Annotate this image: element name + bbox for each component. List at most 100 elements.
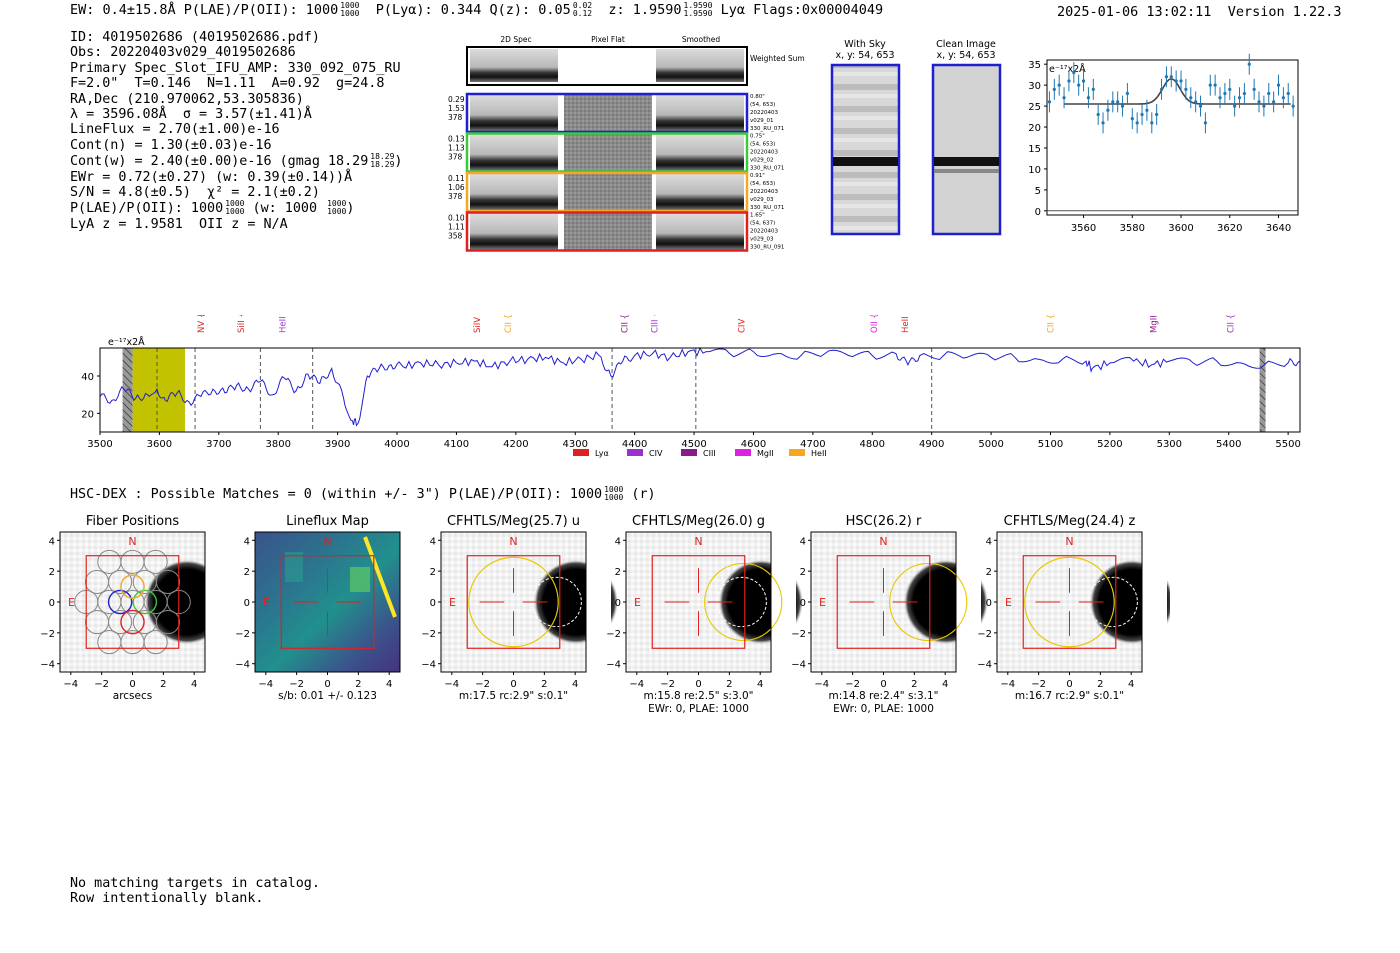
frac-bot: 18.29 <box>370 160 395 170</box>
x-tick-label: 5100 <box>1038 439 1063 450</box>
version-text: Version 1.22.3 <box>1227 4 1342 20</box>
data-point <box>1257 100 1261 104</box>
aperture-circle <box>704 562 783 642</box>
data-point <box>1169 75 1173 79</box>
y-tick-label: 0 <box>615 598 621 609</box>
info-lambda: λ = 3596.08Å σ = 3.57(±1.41)Å <box>70 107 312 123</box>
x-tick-label: 4300 <box>563 439 588 450</box>
info-z: LyA z = 1.9581 OII z = N/A <box>70 216 288 232</box>
panel-clip <box>205 532 230 672</box>
y-tick-label: −2 <box>606 629 621 640</box>
fit-curve <box>1064 78 1291 105</box>
cutout-right-label: 330_RU_071 <box>750 166 784 172</box>
panel-caption-2: EWr: 0, PLAE: 1000 <box>833 703 934 715</box>
emission-line-label: MgII { <box>1149 315 1159 333</box>
y-tick-label: 20 <box>1028 123 1041 134</box>
y-tick-label: 0 <box>49 598 55 609</box>
panel-title: CFHTLS/Meg(25.7) u <box>447 514 580 529</box>
data-point <box>1213 83 1217 87</box>
x-tick-label: −2 <box>1031 679 1046 690</box>
panel-title: CFHTLS/Meg(24.4) z <box>1004 514 1136 529</box>
cutout-right-label: 20220403 <box>750 189 778 195</box>
fiber-circle <box>143 630 168 655</box>
x-tick-label: 4000 <box>384 439 409 450</box>
x-tick-label: 4100 <box>444 439 469 450</box>
fiber-circle <box>143 549 168 574</box>
x-tick-label: −2 <box>94 679 109 690</box>
full-spectrum: 3500 3600 3700 3800 3900 4000 4100 4200 4300 4400… <box>81 315 1301 450</box>
cutout-smoothed <box>656 174 744 210</box>
col-title-smoothed: Smoothed <box>682 35 721 44</box>
fiber-circle <box>155 609 181 635</box>
x-tick-label: 5400 <box>1216 439 1241 450</box>
x-tick-label: 2 <box>160 679 166 690</box>
x-tick-label: 4 <box>572 679 578 690</box>
aperture-circle <box>468 556 559 648</box>
info-sn: S/N = 4.8(±0.5) χ² = 2.1(±0.2) <box>70 185 320 201</box>
data-point <box>1242 91 1246 96</box>
x-tick-label: 2 <box>541 679 547 690</box>
east-label: E <box>1005 596 1012 609</box>
weighted-sum-label: Weighted Sum <box>750 54 805 63</box>
x-tick-label: 5200 <box>1097 439 1122 450</box>
hsc-dex-summary: HSC-DEX : Possible Matches = 0 (within +… <box>70 486 656 503</box>
data-point <box>1150 121 1154 125</box>
cutout-right-label: 330_RU_071 <box>750 205 784 211</box>
legend-swatch <box>789 449 805 456</box>
legend-swatch <box>627 449 643 456</box>
header-flags: Lyα Flags:0x00004049 <box>720 2 884 18</box>
data-point <box>1077 83 1081 87</box>
x-tick-label: 0 <box>129 679 135 690</box>
cutout-right-label: (54, 653) <box>750 181 775 187</box>
weighted-sum-row: Weighted Sum <box>466 46 805 86</box>
x-tick-label: −4 <box>814 679 829 690</box>
image-panel: Lineflux Map N E 4 2 0 −2 −4 −4 −2 0 2 4 s/b: 0.01 +/… <box>235 514 401 702</box>
y-tick-label: 0 <box>1035 207 1041 218</box>
x-tick-label: 0 <box>1066 679 1072 690</box>
x-tick-label: 5500 <box>1275 439 1300 450</box>
search-box <box>1022 555 1117 649</box>
cutout-smoothed <box>656 213 744 250</box>
x-tick-label: 2 <box>1097 679 1103 690</box>
x-tick-label: −2 <box>289 679 304 690</box>
zoom-unit-label: e⁻¹⁷x2Å <box>1049 63 1086 75</box>
x-tick-label: −4 <box>63 679 78 690</box>
cutout-right-label: 0.91" <box>750 173 765 179</box>
cutout-pixelflat <box>564 213 652 250</box>
data-point <box>1291 104 1295 108</box>
search-box <box>651 555 746 649</box>
header-z-fraction: 1.9590 1.9590 <box>684 2 713 18</box>
col-title-pixelflat: Pixel Flat <box>591 35 625 44</box>
data-point <box>1145 108 1149 112</box>
spectrum-content: 3500 3600 3700 3800 3900 4000 4100 4200 4300 4400… <box>81 315 1301 450</box>
with-sky-trace <box>833 157 898 166</box>
cutout-2d <box>470 95 558 131</box>
frac-bot: 1000 <box>340 9 360 18</box>
y-tick-label: −4 <box>40 660 55 671</box>
lineflux-blob <box>285 552 303 582</box>
y-tick-label: 4 <box>800 536 806 547</box>
cutout-left-label: 0.13 <box>448 135 465 144</box>
fiber-images: With Sky x, y: 54, 653 Clean Image x, y:… <box>830 39 1002 236</box>
east-label: E <box>449 596 456 609</box>
panel-title: HSC(26.2) r <box>846 514 922 529</box>
zoom-line-plot: e⁻¹⁷x2Å 3560 3580 3600 3620 3640 0 5 10 15 20 25 30… <box>1028 53 1299 234</box>
frac-bot: 1000 <box>604 493 624 502</box>
image-panel: CFHTLS/Meg(24.4) z N E 4 2 0 −2 −4 −4 −2 0 2 4 m:16.7… <box>977 514 1170 702</box>
cutout-right-label: 1.65" <box>750 213 765 219</box>
y-tick-label: −2 <box>40 629 55 640</box>
y-tick-label: 4 <box>430 536 436 547</box>
x-tick-label: −4 <box>629 679 644 690</box>
data-point <box>1174 79 1178 83</box>
cutout-right-label: v029_01 <box>750 118 774 124</box>
legend-swatch <box>681 449 697 456</box>
data-point <box>1091 87 1095 91</box>
east-label: E <box>819 596 826 609</box>
lineflux-map <box>255 532 400 672</box>
panel-caption: m:17.5 rc:2.9" s:0.1" <box>459 690 568 702</box>
cutout-right-label: v029_02 <box>750 158 774 164</box>
legend-label: Lyα <box>595 449 609 458</box>
frac-bot: 0.12 <box>572 9 593 18</box>
east-label: E <box>634 596 641 609</box>
